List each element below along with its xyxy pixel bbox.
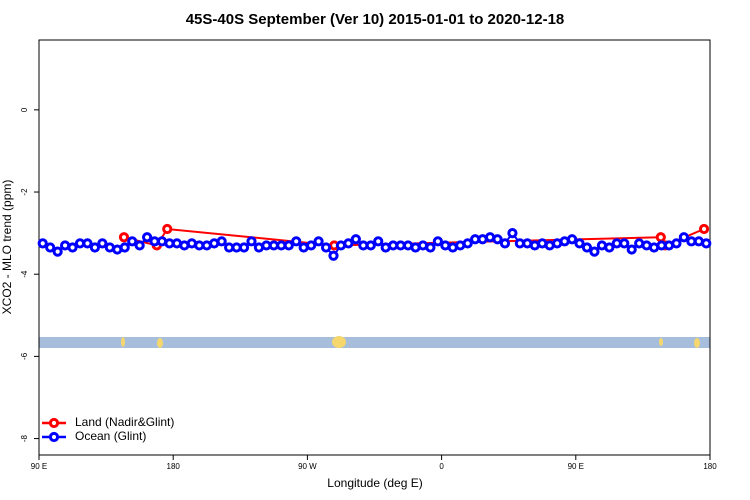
y-tick-label: -2 — [20, 188, 29, 196]
x-tick-label: 90 W — [298, 462, 317, 471]
data-point — [432, 236, 443, 247]
data-point — [619, 238, 630, 249]
plot-frame — [38, 39, 711, 456]
data-point — [589, 246, 600, 257]
data-point — [82, 238, 93, 249]
data-point — [425, 242, 436, 253]
data-point — [701, 238, 712, 249]
data-point — [492, 234, 503, 245]
data-point — [499, 238, 511, 249]
data-point — [162, 223, 173, 235]
data-point — [462, 238, 473, 249]
data-point — [238, 242, 250, 253]
y-tick-label: -8 — [20, 434, 29, 442]
data-point — [320, 242, 332, 253]
data-point — [671, 238, 682, 249]
data-point — [698, 223, 710, 235]
data-point — [678, 232, 690, 243]
x-tick-label: 180 — [167, 462, 181, 471]
data-point — [246, 236, 257, 247]
x-axis-label: Longitude (deg E) — [327, 476, 422, 490]
data-point — [365, 240, 376, 251]
data-point — [127, 236, 138, 247]
data-point — [604, 242, 615, 253]
data-point — [350, 234, 361, 245]
data-point — [283, 240, 294, 251]
data-point — [37, 238, 48, 249]
y-axis-label: XCO2 - MLO trend (ppm) — [0, 180, 14, 315]
data-point — [626, 244, 637, 255]
y-tick-label: -4 — [20, 270, 29, 278]
data-point — [306, 240, 317, 251]
y-tick-label: -6 — [20, 352, 29, 360]
x-tick-label: 0 — [439, 462, 444, 471]
data-point — [97, 238, 108, 249]
x-tick-label: 90 E — [31, 462, 47, 471]
legend-label: Ocean (Glint) — [75, 429, 146, 443]
data-point — [313, 236, 324, 247]
data-point — [89, 242, 101, 253]
data-point — [574, 238, 585, 249]
x-tick-label: 180 — [703, 462, 717, 471]
legend-marker — [48, 431, 60, 443]
data-point — [216, 236, 227, 247]
chart-title: 45S-40S September (Ver 10) 2015-01-01 to… — [186, 11, 565, 28]
y-tick-label: 0 — [20, 107, 29, 112]
data-point — [67, 242, 78, 253]
data-point — [373, 236, 384, 247]
data-point — [328, 250, 339, 261]
data-point — [119, 242, 130, 253]
x-tick-label: 90 E — [568, 462, 584, 471]
data-point — [134, 240, 145, 251]
legend-marker — [48, 417, 60, 429]
data-point — [655, 232, 666, 243]
data-point — [291, 236, 302, 247]
data-point — [118, 232, 130, 243]
data-point — [45, 242, 56, 253]
data-point — [343, 238, 354, 249]
data-point — [142, 232, 153, 243]
map-strip — [39, 336, 710, 348]
data-point — [507, 228, 518, 239]
data-point — [581, 242, 593, 253]
legend-label: Land (Nadir&Glint) — [75, 415, 174, 429]
data-point — [52, 246, 63, 257]
data-point — [566, 234, 578, 245]
